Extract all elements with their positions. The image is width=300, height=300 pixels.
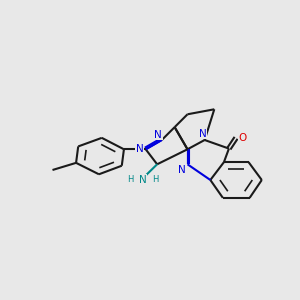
Text: H: H <box>127 176 134 184</box>
Text: N: N <box>139 175 147 185</box>
Text: N: N <box>199 129 207 139</box>
Text: N: N <box>178 165 186 175</box>
Text: N: N <box>136 144 143 154</box>
Text: N: N <box>154 130 162 140</box>
Text: O: O <box>238 133 247 143</box>
Text: H: H <box>152 176 158 184</box>
